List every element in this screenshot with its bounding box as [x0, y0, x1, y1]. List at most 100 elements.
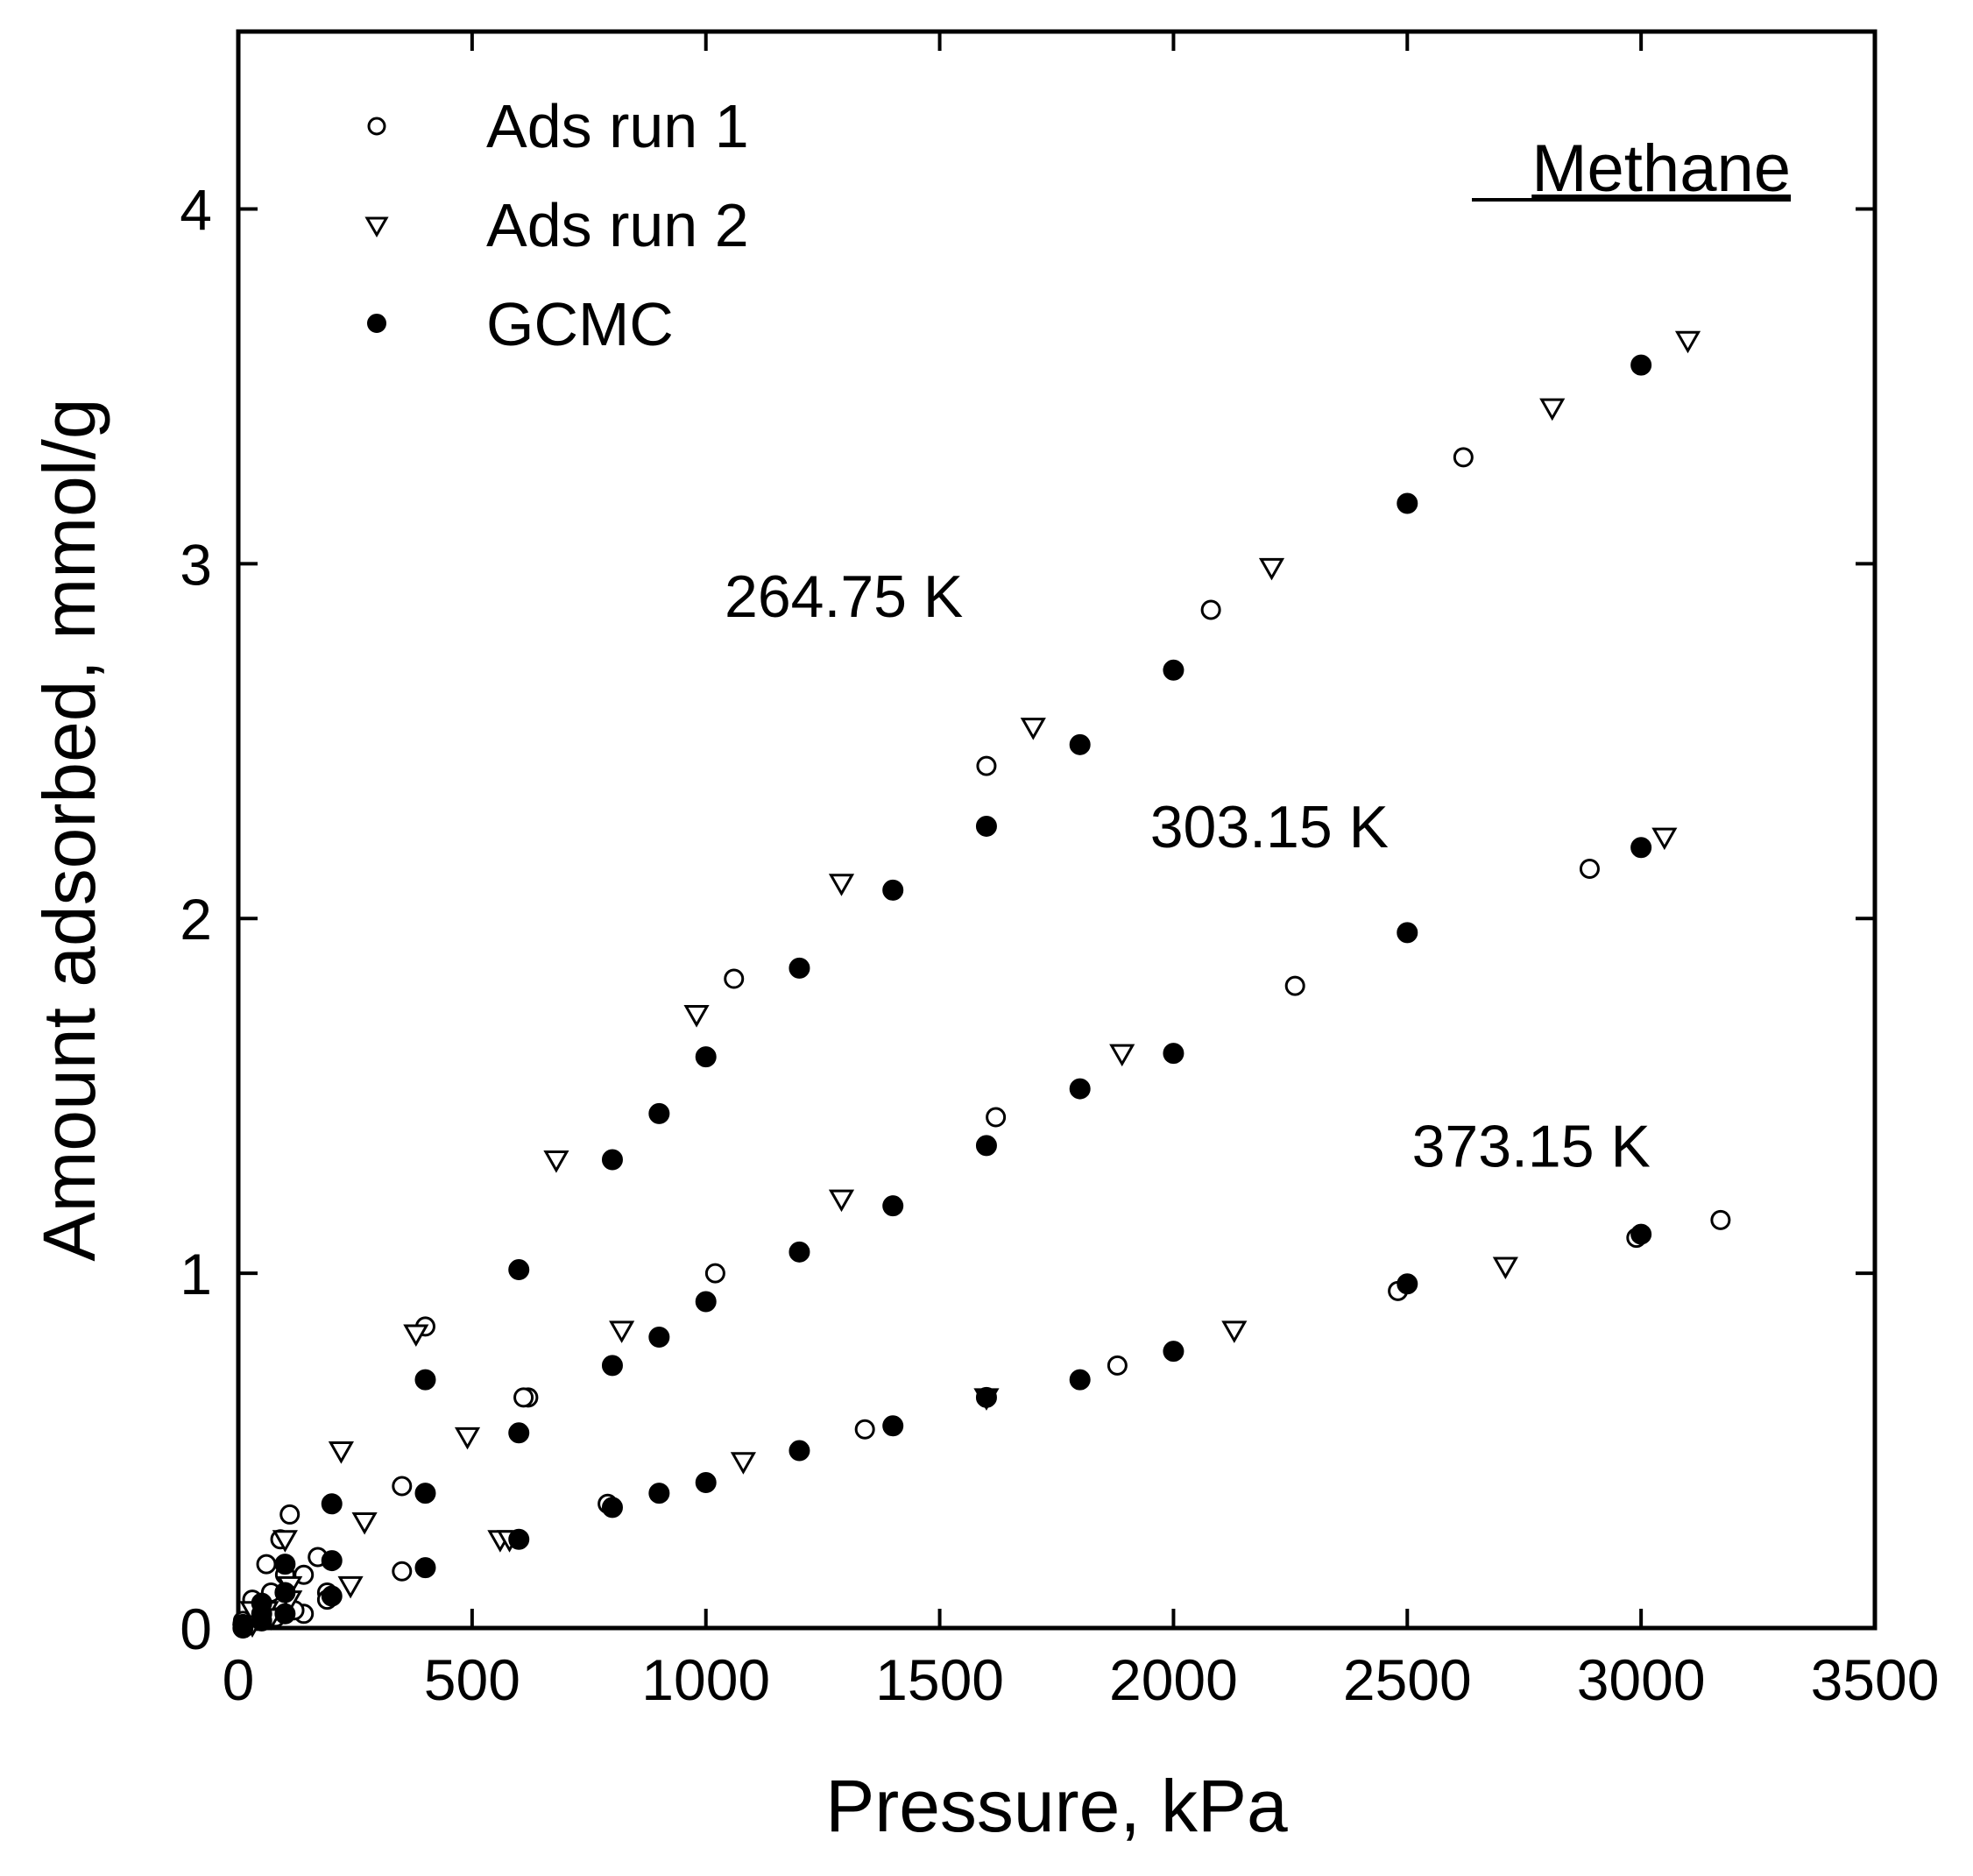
point-gcmc [648, 1102, 670, 1124]
x-tick-label: 1500 [875, 1647, 1004, 1712]
x-tick-label: 500 [424, 1647, 520, 1712]
point-ads-run-2 [1651, 827, 1678, 851]
point-ads-run-2 [609, 1320, 635, 1343]
point-gcmc [975, 1386, 997, 1408]
point-ads-run-2 [403, 1324, 429, 1347]
y-axis-title: Amount adsorbed, mmol/g [28, 398, 110, 1261]
point-ads-run-1 [279, 1504, 301, 1525]
data-points [232, 330, 1731, 1639]
point-ads-run-2 [1109, 1044, 1135, 1067]
point-ads-run-2 [337, 1575, 364, 1599]
point-gcmc [695, 1046, 717, 1068]
point-gcmc [508, 1528, 530, 1550]
point-gcmc [1630, 837, 1652, 859]
point-gcmc [1397, 492, 1418, 514]
point-gcmc [788, 1440, 810, 1462]
point-ads-run-1 [1579, 859, 1600, 880]
point-gcmc [414, 1557, 436, 1579]
point-ads-run-2 [1020, 718, 1046, 740]
point-gcmc [1069, 1078, 1091, 1100]
temperature-annotations: 264.75 K 303.15 K 373.15 K [725, 563, 1651, 1180]
chart-title: Methane [1531, 131, 1791, 206]
legend: Ads run 1 Ads run 2 GCMC [364, 92, 749, 358]
point-ads-run-2 [1221, 1320, 1248, 1343]
point-ads-run-1 [724, 968, 745, 989]
legend-marker-ads-run-2 [364, 216, 389, 237]
point-gcmc [1163, 659, 1185, 681]
x-tick-label: 3000 [1577, 1647, 1706, 1712]
y-tick-labels: 0 1 2 3 4 [180, 177, 212, 1661]
point-ads-run-1 [976, 755, 997, 776]
point-gcmc [1163, 1341, 1185, 1363]
point-ads-run-1 [1284, 975, 1305, 996]
point-ads-run-1 [1710, 1209, 1731, 1230]
temperature-annotation: 264.75 K [725, 563, 963, 630]
point-gcmc [1397, 922, 1418, 944]
point-gcmc [1630, 354, 1652, 376]
y-tick-label: 1 [180, 1242, 212, 1306]
point-gcmc [321, 1550, 343, 1572]
temperature-annotation: 303.15 K [1150, 794, 1389, 860]
point-gcmc [882, 879, 904, 901]
point-ads-run-1 [704, 1263, 725, 1284]
point-ads-run-1 [392, 1476, 413, 1497]
point-gcmc [975, 1135, 997, 1157]
point-ads-run-2 [454, 1426, 481, 1450]
point-gcmc [1630, 1223, 1652, 1245]
point-ads-run-2 [1492, 1257, 1518, 1280]
point-gcmc [251, 1610, 272, 1632]
x-tick-label: 1000 [641, 1647, 770, 1712]
legend-label-ads-run-2: Ads run 2 [486, 191, 749, 259]
point-gcmc [1069, 1369, 1091, 1391]
point-gcmc [788, 1241, 810, 1263]
point-gcmc [414, 1483, 436, 1504]
x-axis-title: Pressure, kPa [825, 1765, 1288, 1847]
point-ads-run-2 [828, 1189, 855, 1213]
point-ads-run-2 [328, 1441, 355, 1464]
y-tick-label: 2 [180, 887, 212, 952]
temperature-annotation: 373.15 K [1412, 1114, 1651, 1180]
point-ads-run-1 [392, 1561, 413, 1582]
point-gcmc [274, 1582, 296, 1603]
point-ads-run-1 [1200, 599, 1221, 620]
point-gcmc [882, 1415, 904, 1437]
x-tick-label: 2000 [1109, 1647, 1238, 1712]
point-gcmc [695, 1471, 717, 1493]
point-ads-run-2 [351, 1512, 378, 1535]
point-ads-run-1 [513, 1387, 534, 1408]
point-gcmc [508, 1259, 530, 1281]
point-ads-run-2 [1258, 557, 1285, 581]
point-ads-run-1 [1453, 447, 1474, 468]
legend-label-gcmc: GCMC [486, 290, 674, 358]
x-tick-label: 0 [223, 1647, 255, 1712]
point-ads-run-1 [256, 1554, 277, 1575]
point-ads-run-2 [828, 874, 855, 896]
point-ads-run-1 [854, 1419, 875, 1440]
point-gcmc [601, 1497, 623, 1518]
legend-label-ads-run-1: Ads run 1 [486, 92, 749, 160]
point-ads-run-2 [1674, 330, 1701, 354]
point-ads-run-2 [683, 1005, 710, 1028]
point-gcmc [1163, 1043, 1185, 1065]
point-gcmc [1397, 1273, 1418, 1295]
y-tick-label: 3 [180, 532, 212, 597]
point-gcmc [274, 1554, 296, 1575]
point-gcmc [1069, 733, 1091, 755]
point-gcmc [648, 1483, 670, 1504]
point-ads-run-2 [272, 1530, 298, 1553]
point-gcmc [975, 815, 997, 837]
legend-marker-ads-run-1 [367, 117, 386, 136]
point-ads-run-2 [730, 1452, 756, 1475]
point-ads-run-1 [1107, 1355, 1128, 1376]
point-gcmc [321, 1493, 343, 1515]
legend-marker-gcmc [367, 314, 386, 333]
point-gcmc [601, 1149, 623, 1171]
point-gcmc [508, 1422, 530, 1444]
point-gcmc [882, 1195, 904, 1217]
point-ads-run-2 [1539, 398, 1566, 421]
plot-frame [236, 29, 1878, 1631]
point-gcmc [695, 1291, 717, 1313]
point-ads-run-2 [543, 1150, 569, 1173]
point-gcmc [274, 1603, 296, 1625]
